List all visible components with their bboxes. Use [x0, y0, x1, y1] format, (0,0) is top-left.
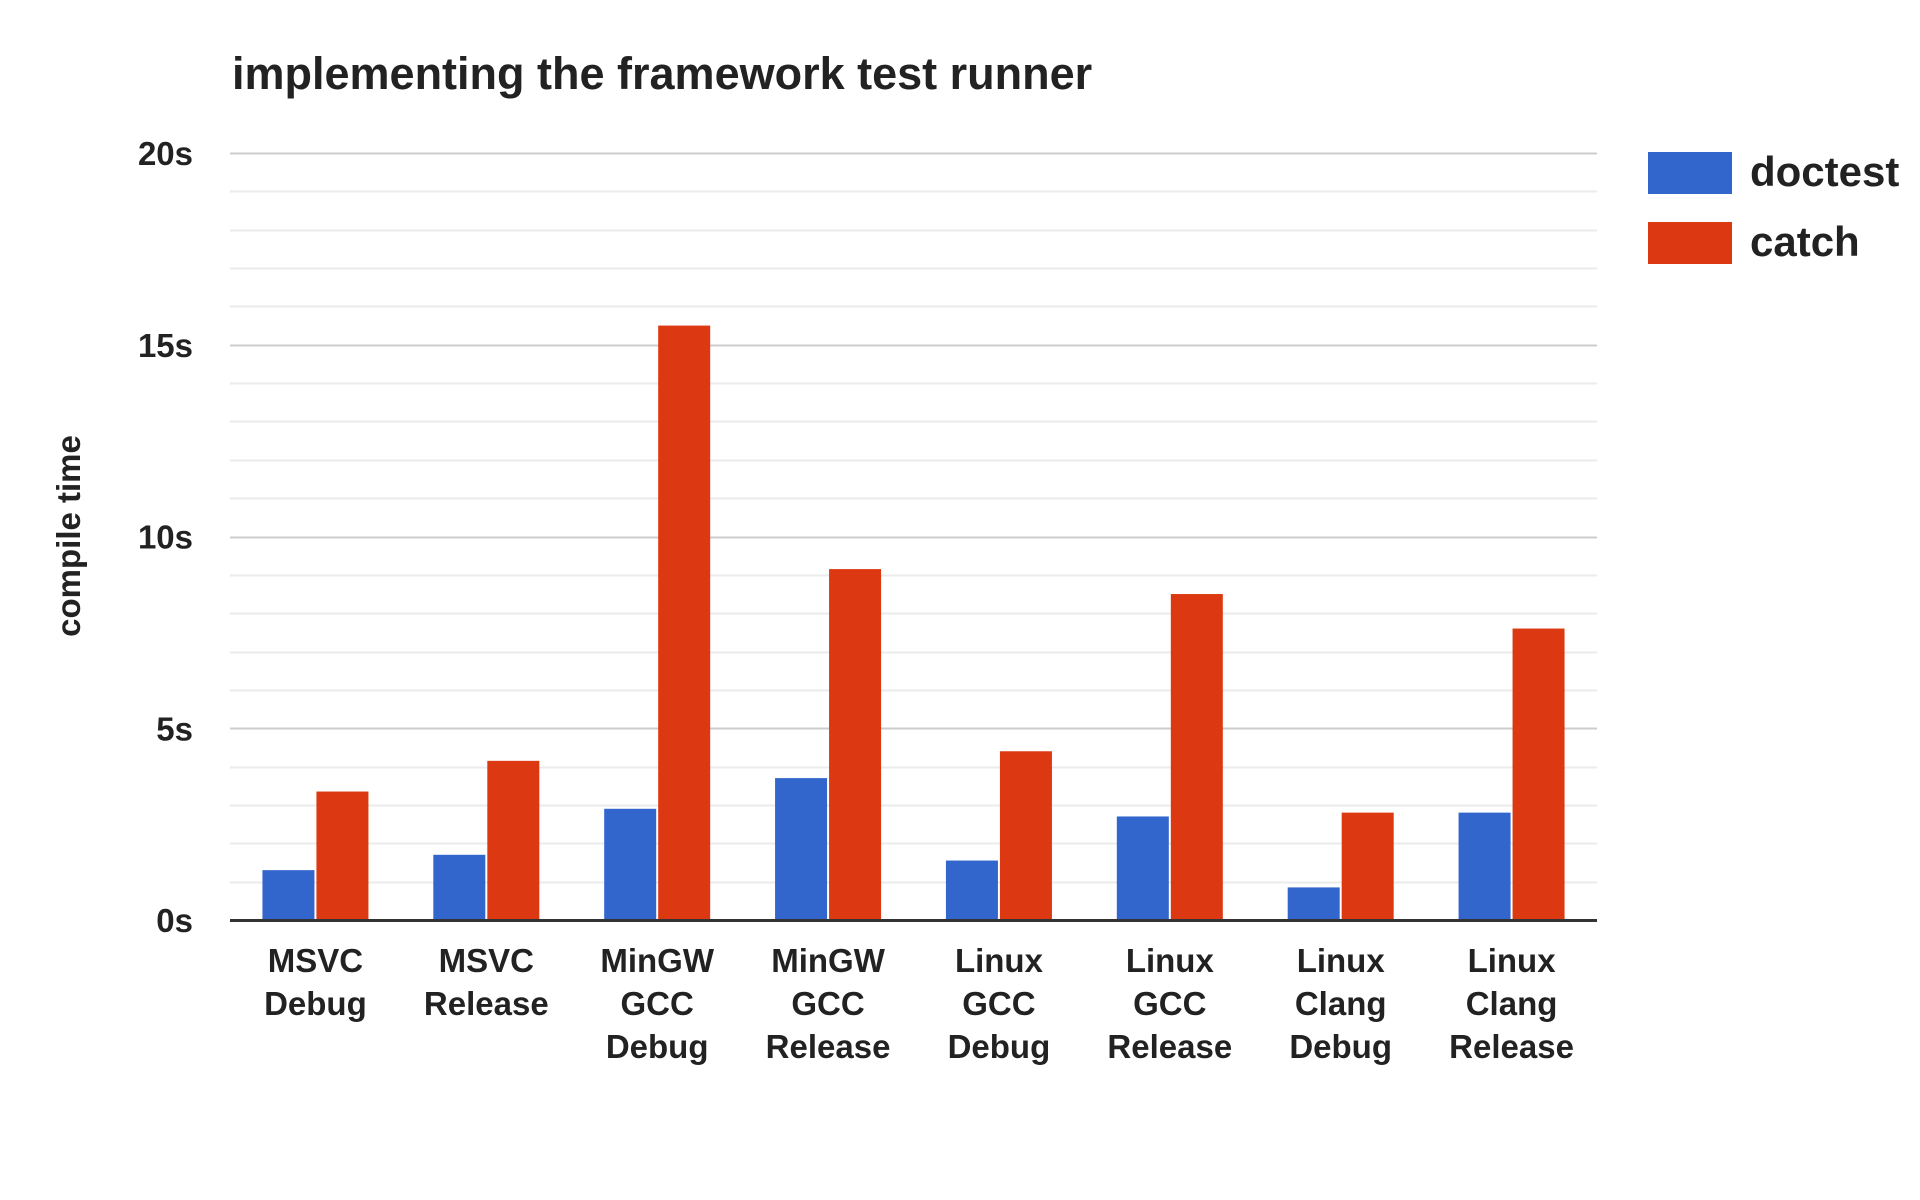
bar-doctest — [1116, 816, 1169, 920]
bar-doctest — [775, 778, 828, 920]
legend-label-doctest: doctest — [1750, 148, 1899, 195]
x-axis-ticks: MSVC Debug MSVC Release MinGW GCC Debug MinGW GC… — [264, 942, 1574, 1065]
y-tick-label: 20s — [138, 135, 193, 172]
x-tick-label: Linux GCC Debug — [948, 942, 1051, 1065]
bar-doctest — [433, 854, 486, 920]
chart-title: implementing the framework test runner — [232, 48, 1092, 99]
y-tick-label: 5s — [156, 710, 193, 747]
legend-swatch-catch — [1648, 222, 1732, 264]
legend-swatch-doctest — [1648, 152, 1732, 194]
bar-doctest — [1287, 887, 1340, 920]
gridlines — [230, 152, 1597, 884]
bar-doctest — [262, 870, 315, 920]
bar-catch — [1170, 594, 1223, 920]
x-tick-label: MinGW GCC Debug — [600, 942, 714, 1065]
bar-catch — [487, 760, 540, 920]
bar-doctest — [1458, 812, 1511, 920]
y-tick-label: 10s — [138, 519, 193, 556]
bar-catch — [658, 325, 711, 920]
bar-catch — [999, 751, 1052, 920]
bar-catch — [1512, 628, 1565, 920]
x-tick-label: Linux Clang Release — [1449, 942, 1574, 1065]
x-tick-label: MSVC Release — [424, 942, 549, 1022]
bar-catch — [316, 791, 369, 920]
bar-catch — [829, 569, 882, 920]
bars — [262, 325, 1565, 920]
y-axis-label: compile time — [50, 435, 87, 637]
x-tick-label: Linux GCC Release — [1107, 942, 1232, 1065]
legend: doctest catch — [1648, 148, 1899, 265]
bar-catch — [1341, 812, 1394, 920]
y-tick-label: 15s — [138, 327, 193, 364]
bar-doctest — [604, 808, 657, 920]
y-tick-label: 0s — [156, 902, 193, 939]
y-axis-ticks: 0s 5s 10s 15s 20s — [138, 135, 193, 939]
x-tick-label: MSVC Debug — [264, 942, 367, 1022]
x-tick-label: Linux Clang Debug — [1289, 942, 1392, 1065]
bar-doctest — [945, 860, 998, 920]
x-tick-label: MinGW GCC Release — [766, 942, 891, 1065]
legend-label-catch: catch — [1750, 218, 1860, 265]
